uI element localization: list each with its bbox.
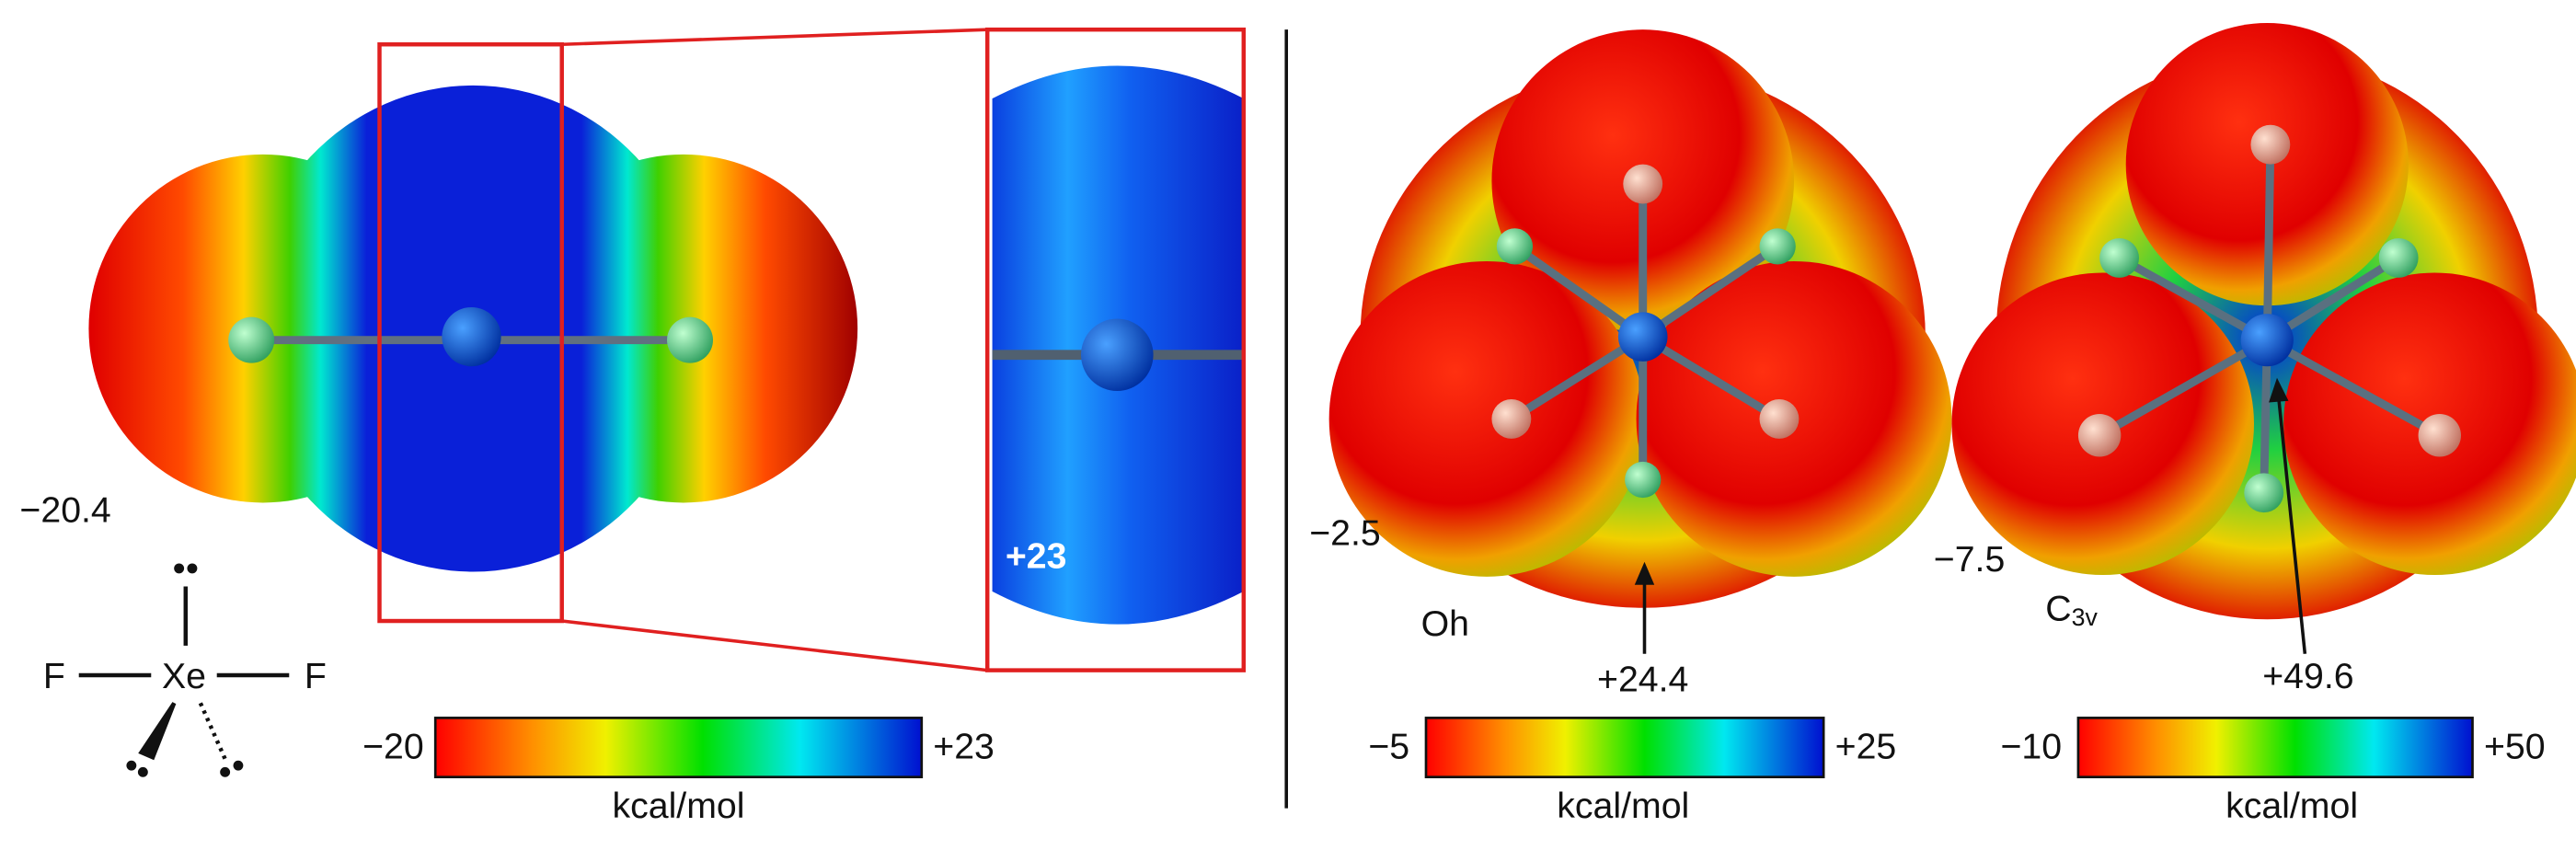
symmetry-main: C bbox=[2045, 589, 2071, 629]
atom bbox=[1623, 164, 1663, 204]
atom bbox=[2244, 473, 2284, 513]
zoom-box bbox=[377, 42, 564, 624]
atom bbox=[228, 316, 275, 363]
atom bbox=[2378, 237, 2419, 278]
zoom-frame bbox=[984, 27, 1247, 672]
min-label: −2.5 bbox=[1309, 513, 1381, 554]
zoom-line bbox=[561, 28, 988, 47]
symmetry-label: Oh bbox=[1421, 603, 1469, 644]
atom-label: Xe bbox=[162, 656, 206, 696]
atom bbox=[1759, 398, 1800, 439]
symmetry-label: C3v bbox=[2045, 589, 2098, 632]
arrow bbox=[2277, 396, 2307, 654]
atom bbox=[1617, 312, 1668, 362]
colorbar-unit: kcal/mol bbox=[2225, 786, 2358, 826]
atom-label: F bbox=[43, 656, 65, 696]
colorbar bbox=[1424, 717, 1825, 779]
colorbar-max: +23 bbox=[933, 727, 995, 767]
atom bbox=[2099, 237, 2139, 278]
colorbar-unit: kcal/mol bbox=[612, 786, 744, 826]
colorbar-max: +50 bbox=[2484, 727, 2546, 767]
atom bbox=[667, 316, 713, 363]
colorbar-min: −20 bbox=[362, 727, 424, 767]
atom bbox=[1491, 398, 1532, 439]
atom bbox=[2077, 414, 2122, 457]
lewis-structure bbox=[78, 563, 290, 777]
colorbar-max: +25 bbox=[1835, 727, 1897, 767]
max-label: +24.4 bbox=[1597, 659, 1688, 699]
bonds bbox=[1509, 184, 1782, 480]
zoom-label: +23 bbox=[1006, 536, 1067, 577]
atom bbox=[1081, 318, 1154, 392]
atom bbox=[1759, 228, 1796, 265]
atom bbox=[2240, 314, 2294, 367]
arrow-head bbox=[2269, 377, 2289, 403]
atom bbox=[442, 306, 501, 367]
symmetry-sub: 3v bbox=[2072, 603, 2099, 631]
colorbar-min: −5 bbox=[1368, 727, 1409, 767]
min-label: −20.4 bbox=[19, 490, 110, 531]
atom bbox=[2250, 124, 2291, 165]
lobe bbox=[1328, 260, 1645, 577]
atom bbox=[1625, 461, 1662, 499]
colorbar bbox=[433, 717, 924, 779]
atom bbox=[2418, 414, 2461, 457]
colorbar-min: −10 bbox=[2000, 727, 2062, 767]
arrow-head bbox=[1634, 561, 1655, 585]
atom-label: F bbox=[305, 656, 327, 696]
colorbar-unit: kcal/mol bbox=[1557, 786, 1689, 826]
max-label: +49.6 bbox=[2262, 656, 2353, 696]
min-label: −7.5 bbox=[1934, 539, 2006, 580]
zoom-line bbox=[561, 619, 988, 672]
colorbar bbox=[2076, 717, 2474, 779]
atom bbox=[1496, 228, 1534, 265]
